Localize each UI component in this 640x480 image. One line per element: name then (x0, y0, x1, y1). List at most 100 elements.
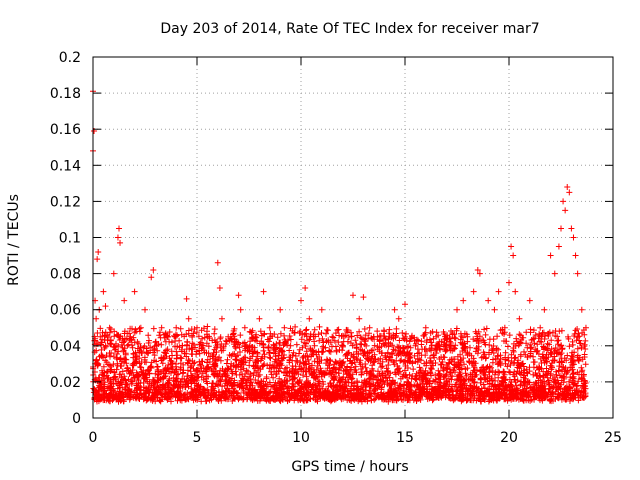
data-point (114, 234, 121, 241)
data-point (356, 315, 363, 322)
x-tick-label: 15 (396, 430, 414, 446)
data-point (395, 315, 402, 322)
data-point (214, 259, 221, 266)
data-point (185, 315, 192, 322)
x-tick-label: 5 (193, 430, 202, 446)
axis-ticks (92, 56, 614, 419)
data-point (216, 285, 223, 292)
data-point (566, 189, 573, 196)
data-point (252, 333, 259, 340)
data-point (391, 306, 398, 313)
x-tick-label: 25 (604, 430, 622, 446)
data-point (116, 225, 122, 232)
y-tick-label: 0.18 (50, 86, 81, 102)
data-point (551, 270, 558, 277)
y-tick-label: 0.04 (50, 339, 81, 355)
data-point (310, 333, 317, 340)
data-point (402, 301, 408, 308)
data-point (510, 252, 517, 259)
data-point (183, 295, 190, 302)
data-point (366, 324, 373, 331)
x-tick-label: 20 (500, 430, 518, 446)
y-tick-label: 0.02 (50, 375, 81, 391)
data-point (433, 333, 440, 340)
data-point (474, 266, 481, 273)
y-tick-label: 0.2 (59, 50, 81, 66)
y-tick-label: 0.12 (50, 194, 81, 210)
data-point (204, 333, 211, 340)
data-point (127, 333, 134, 340)
data-point (512, 288, 519, 295)
data-point (148, 274, 155, 281)
data-point (121, 297, 128, 304)
y-tick-label: 0 (72, 411, 81, 427)
data-point (298, 297, 304, 304)
chart-title: Day 203 of 2014, Rate Of TEC Index for r… (160, 21, 539, 37)
y-tick-label: 0.1 (59, 231, 81, 247)
data-point (495, 288, 502, 295)
data-point (564, 183, 571, 190)
data-point (179, 342, 186, 349)
data-point (560, 198, 567, 205)
data-point (318, 306, 325, 313)
data-point (360, 294, 367, 301)
data-point (210, 351, 217, 358)
data-point (547, 252, 554, 259)
data-point (93, 315, 100, 322)
data-point (131, 288, 138, 295)
x-tick-label: 0 (89, 430, 98, 446)
data-point (568, 225, 575, 232)
data-point (485, 297, 492, 304)
data-point (256, 315, 263, 322)
data-point (370, 333, 377, 340)
data-point (260, 288, 267, 295)
data-point (287, 342, 294, 349)
y-tick-label: 0.06 (50, 303, 81, 319)
data-point (173, 324, 180, 331)
data-point (422, 324, 429, 331)
data-point (555, 243, 562, 250)
data-point (491, 306, 498, 313)
y-axis-label: ROTI / TECUs (6, 194, 22, 286)
x-axis-label: GPS time / hours (291, 459, 408, 475)
data-point (558, 225, 564, 232)
data-point (100, 288, 107, 295)
data-point (110, 270, 117, 277)
data-point (164, 333, 171, 340)
data-point (302, 285, 309, 292)
data-point (464, 333, 471, 340)
y-tick-label: 0.08 (50, 267, 81, 283)
data-point (95, 248, 102, 255)
dense-points (90, 323, 589, 405)
data-point (306, 315, 313, 322)
data-point (582, 324, 589, 331)
data-point (460, 297, 467, 304)
data-point (516, 315, 523, 322)
dense-point-band (90, 323, 589, 405)
data-point (443, 342, 450, 349)
data-point (572, 252, 579, 259)
data-point (200, 342, 207, 349)
data-point (574, 270, 581, 277)
data-point (381, 328, 388, 335)
data-point (508, 243, 515, 250)
data-point (194, 324, 200, 331)
data-point (158, 324, 165, 331)
data-point (218, 315, 225, 322)
data-point (570, 234, 577, 241)
data-point (102, 303, 109, 310)
data-point (350, 292, 356, 299)
data-point (537, 324, 544, 331)
data-point (506, 279, 512, 286)
data-point (137, 324, 144, 331)
data-point (501, 324, 508, 331)
data-point (454, 306, 460, 313)
data-point (106, 324, 113, 331)
data-point (241, 324, 248, 331)
data-point (150, 266, 157, 273)
data-point (117, 239, 124, 246)
x-tick-label: 10 (292, 430, 310, 446)
data-point (152, 339, 159, 346)
